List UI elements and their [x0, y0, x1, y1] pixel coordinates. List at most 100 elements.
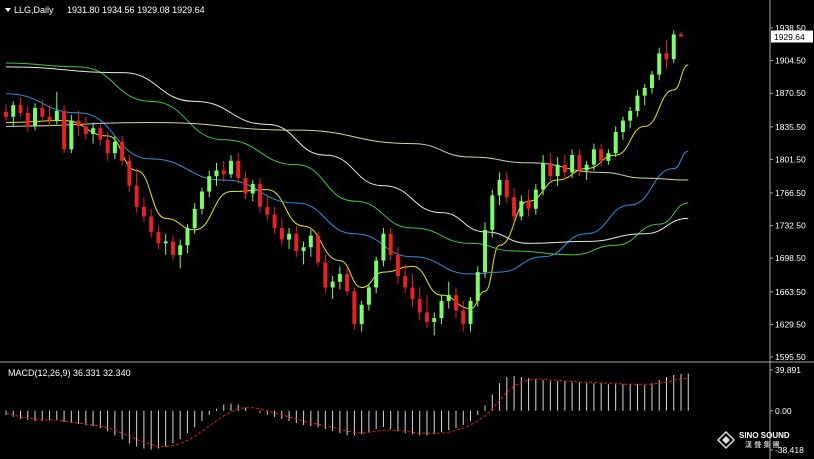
price-tick-label: 1595.50	[775, 352, 806, 362]
candle-body	[359, 304, 364, 324]
macd-tick-label: -38.418	[775, 445, 804, 455]
moving-average-layer	[5, 62, 689, 310]
candle-body	[577, 155, 582, 171]
candle-body	[76, 120, 81, 127]
macd-signal-line	[5, 377, 689, 448]
macd-tick-label: 0.00	[775, 406, 792, 416]
candle-body	[454, 295, 458, 311]
candle-body	[657, 53, 662, 75]
candle-body	[221, 170, 226, 175]
sinosound-logo: SINO SOUND 漢 聲 集 團	[716, 430, 790, 450]
price-tick-label: 1801.50	[775, 154, 806, 164]
candle-body	[170, 241, 175, 255]
candle-body	[149, 216, 154, 232]
candle-body	[345, 274, 350, 292]
candle-body	[461, 310, 466, 324]
moving-average-line	[5, 66, 689, 244]
logo-diamond-icon	[716, 430, 736, 450]
candle-body	[11, 105, 16, 117]
candle-body	[47, 116, 52, 121]
candle-layer	[4, 30, 683, 336]
candle-body	[570, 155, 575, 173]
price-tick-label: 1698.50	[775, 253, 806, 263]
candle-body	[635, 95, 640, 111]
candle-body	[381, 233, 386, 261]
candle-body	[483, 229, 488, 273]
candle-body	[671, 34, 676, 60]
candle-body	[323, 262, 328, 288]
macd-tick-label: 39.891	[775, 365, 801, 375]
watermark-brand-cn: 漢 聲 集 團	[745, 440, 780, 449]
candle-body	[417, 298, 422, 313]
candle-body	[410, 287, 415, 299]
candle-body	[120, 141, 125, 161]
candle-body	[395, 254, 400, 276]
candle-body	[504, 180, 509, 198]
candle-body	[112, 141, 117, 154]
dropdown-triangle-icon[interactable]	[5, 8, 11, 12]
candle-body	[250, 183, 255, 194]
candle-body	[229, 160, 233, 175]
candle-body	[156, 231, 161, 244]
candle-body	[424, 312, 429, 322]
candle-body	[141, 206, 146, 217]
symbol-label: LLG,Daily	[14, 5, 54, 15]
candle-body	[272, 214, 277, 228]
candle-body	[526, 201, 531, 209]
candle-body	[599, 149, 604, 161]
candle-body	[83, 126, 88, 134]
candle-body	[374, 260, 379, 288]
candle-body	[214, 170, 219, 177]
candle-body	[308, 235, 313, 248]
candle-body	[199, 191, 204, 209]
candle-body	[134, 185, 139, 207]
candle-body	[40, 108, 45, 117]
candle-body	[69, 120, 74, 150]
candle-body	[185, 227, 190, 246]
price-tick-label: 1629.50	[775, 319, 806, 329]
candle-body	[439, 300, 444, 319]
ohlc-readout: 1931.80 1934.56 1929.08 1929.64	[67, 5, 205, 15]
candle-body	[468, 300, 473, 324]
candle-body	[679, 34, 683, 37]
candle-body	[541, 162, 546, 190]
candle-body	[475, 272, 480, 301]
candle-body	[446, 295, 451, 301]
candle-body	[127, 160, 132, 186]
candle-body	[279, 227, 284, 240]
candle-body	[265, 206, 270, 215]
candle-body	[628, 110, 633, 121]
macd-panel	[5, 373, 689, 450]
candle-body	[98, 128, 103, 140]
candle-body	[337, 274, 342, 282]
candle-body	[403, 275, 408, 288]
candle-body	[33, 108, 38, 127]
watermark-brand-en: SINO SOUND	[739, 431, 790, 440]
candle-body	[243, 178, 248, 194]
candle-body	[591, 149, 596, 165]
current-price-box	[771, 30, 813, 43]
candle-body	[512, 197, 517, 217]
candle-body	[519, 201, 524, 217]
candle-body	[301, 247, 306, 252]
candle-body	[18, 105, 23, 113]
candle-body	[432, 318, 437, 322]
candle-body	[294, 233, 299, 252]
price-tick-label: 1904.50	[775, 56, 806, 66]
candle-body	[54, 110, 59, 121]
current-price-label: 1929.64	[774, 32, 805, 42]
candle-body	[620, 120, 625, 133]
candle-body	[287, 233, 292, 240]
candle-body	[91, 128, 96, 134]
moving-average-line	[5, 93, 689, 275]
price-tick-label: 1835.50	[775, 122, 806, 132]
candle-body	[649, 74, 654, 88]
candle-body	[163, 241, 168, 244]
candle-body	[555, 164, 560, 177]
candle-body	[548, 162, 553, 177]
candle-body	[316, 235, 321, 263]
candle-body	[105, 139, 110, 154]
